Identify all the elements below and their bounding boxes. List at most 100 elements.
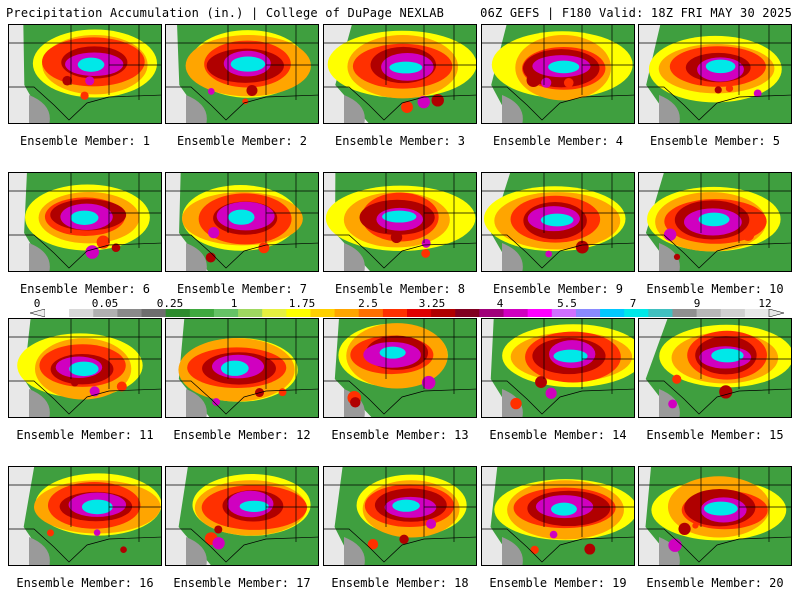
- precip-field: [639, 319, 791, 417]
- ensemble-member-label: Ensemble Member: 2: [176, 134, 308, 148]
- precip-contour: [230, 56, 266, 72]
- precip-light-region: [344, 243, 365, 271]
- precip-cell: [111, 243, 121, 253]
- ensemble-map-panel: [481, 24, 635, 124]
- precip-dry-region: [639, 319, 676, 417]
- precip-cell: [80, 91, 89, 100]
- precip-field: [324, 467, 476, 565]
- colorbar-segment: [600, 309, 625, 317]
- state-border: [639, 86, 791, 121]
- ensemble-member-label: Ensemble Member: 20: [646, 576, 784, 590]
- precip-light-region: [659, 243, 680, 271]
- ensemble-member-label: Ensemble Member: 10: [646, 282, 784, 296]
- precip-dry-region: [324, 25, 369, 123]
- colorbar-tick-label: 1: [230, 297, 238, 310]
- precip-cell: [350, 397, 361, 408]
- colorbar-segment: [648, 309, 673, 317]
- ensemble-member-label: Ensemble Member: 1: [19, 134, 151, 148]
- precip-cell: [417, 95, 430, 109]
- ensemble-member-label: Ensemble Member: 6: [19, 282, 151, 296]
- precip-contour: [698, 212, 730, 227]
- precip-cell: [207, 88, 215, 95]
- precip-light-region: [29, 537, 50, 565]
- state-border: [166, 528, 318, 563]
- precip-cell: [205, 252, 216, 263]
- precip-light-region: [29, 243, 50, 271]
- colorbar-segment: [672, 309, 698, 317]
- colorbar-arrow-right: [768, 309, 784, 317]
- colorbar-segment: [310, 309, 336, 317]
- colorbar-tick-label: 0: [33, 297, 41, 310]
- ensemble-map-panel: [638, 466, 792, 566]
- precip-cell: [62, 75, 73, 86]
- precip-dry-region: [166, 319, 210, 417]
- colorbar-tick-label: 2.5: [358, 297, 378, 310]
- ensemble-map-panel: [323, 172, 477, 272]
- precip-dry-region: [482, 173, 513, 271]
- state-border: [166, 86, 318, 121]
- precip-light-region: [29, 389, 50, 417]
- precip-cell: [575, 240, 589, 254]
- precip-dry-region: [166, 173, 208, 271]
- precip-cell: [246, 85, 258, 97]
- precip-contour: [382, 210, 417, 223]
- precip-cell: [535, 376, 547, 389]
- precip-cell: [510, 397, 522, 410]
- precip-dry-region: [324, 319, 372, 417]
- precip-light-region: [186, 537, 207, 565]
- precip-cell: [526, 73, 541, 88]
- colorbar-segment: [382, 309, 408, 317]
- state-border: [639, 528, 791, 563]
- precip-cell: [278, 388, 287, 397]
- precip-field: [639, 467, 791, 565]
- precip-field: [166, 25, 318, 123]
- colorbar-tick-label: 12: [758, 297, 772, 310]
- precip-cell: [741, 228, 755, 241]
- colorbar-tick-label: 1.75: [288, 297, 316, 310]
- precip-contour: [379, 346, 406, 359]
- colorbar-segment: [45, 309, 70, 317]
- precip-field: [9, 319, 161, 417]
- ensemble-member-label: Ensemble Member: 3: [334, 134, 466, 148]
- colorbar-segment: [624, 309, 649, 317]
- precip-cell: [421, 249, 431, 258]
- ensemble-member-label: Ensemble Member: 14: [489, 428, 627, 442]
- ensemble-member-label: Ensemble Member: 12: [173, 428, 311, 442]
- state-border: [482, 234, 634, 269]
- precip-cell: [753, 89, 762, 98]
- precip-field: [166, 319, 318, 417]
- precip-dry-region: [166, 467, 211, 565]
- precip-light-region: [29, 95, 50, 123]
- precip-cell: [426, 518, 437, 529]
- precip-field: [166, 467, 318, 565]
- state-border: [482, 86, 634, 121]
- precip-cell: [85, 245, 99, 259]
- precip-contour: [705, 59, 736, 74]
- precip-contour: [81, 499, 113, 515]
- colorbar-segment: [141, 309, 167, 317]
- precip-cell: [584, 543, 596, 555]
- precip-field: [9, 25, 161, 123]
- precip-cell: [663, 228, 677, 241]
- ensemble-map-panel: [165, 24, 319, 124]
- precip-contour: [389, 61, 423, 74]
- state-border: [482, 528, 634, 563]
- precip-cell: [116, 381, 127, 392]
- colorbar-segment: [431, 309, 456, 317]
- colorbar-segment: [117, 309, 143, 317]
- precip-dry-region: [482, 25, 512, 123]
- ensemble-member-label: Ensemble Member: 7: [176, 282, 308, 296]
- ensemble-map-panel: [481, 172, 635, 272]
- precip-field: [482, 319, 634, 417]
- precip-light-region: [186, 389, 207, 417]
- precip-cell: [584, 225, 591, 233]
- precip-cell: [545, 387, 557, 399]
- ensemble-map-panel: [481, 318, 635, 418]
- ensemble-member-label: Ensemble Member: 18: [331, 576, 469, 590]
- ensemble-map-panel: [638, 172, 792, 272]
- precip-dry-region: [324, 467, 354, 565]
- precip-cell: [46, 529, 54, 537]
- precip-contour: [703, 501, 738, 516]
- precip-light-region: [502, 537, 523, 565]
- ensemble-member-label: Ensemble Member: 19: [489, 576, 627, 590]
